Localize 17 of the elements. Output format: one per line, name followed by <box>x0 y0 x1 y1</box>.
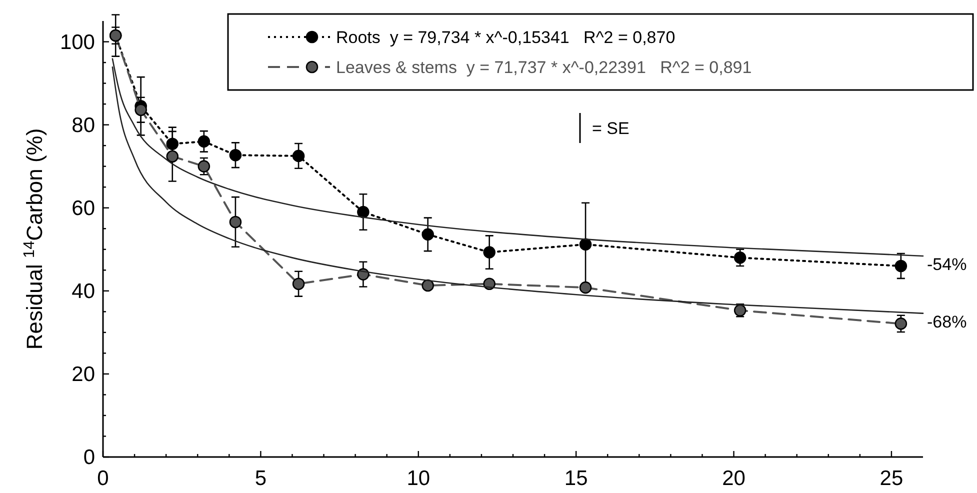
y-tick-label: 60 <box>72 196 95 220</box>
y-tick-label: 80 <box>72 114 95 137</box>
legend-label: Leaves & stems y = 71,737 * x^-0,22391 R^2 = 0,891 <box>336 58 752 77</box>
x-tick-label: 15 <box>564 467 588 490</box>
y-tick-label: 0 <box>83 446 95 469</box>
x-tick-label: 5 <box>254 467 267 490</box>
x-tick-label: 0 <box>97 467 109 490</box>
text: -54% <box>927 255 967 274</box>
x-tick-label: 10 <box>406 467 430 490</box>
text: -68% <box>927 312 967 332</box>
x-tick-label: 25 <box>880 467 904 490</box>
annotation: = SE <box>592 119 630 138</box>
legend-label: Roots y = 79,734 * x^-0,15341 R^2 = 0,870 <box>336 28 676 47</box>
x-tick-label: 20 <box>722 467 746 490</box>
y-tick-label: 40 <box>72 280 95 303</box>
y-tick-label: 20 <box>72 362 95 386</box>
y-tick-label: 100 <box>60 30 95 54</box>
